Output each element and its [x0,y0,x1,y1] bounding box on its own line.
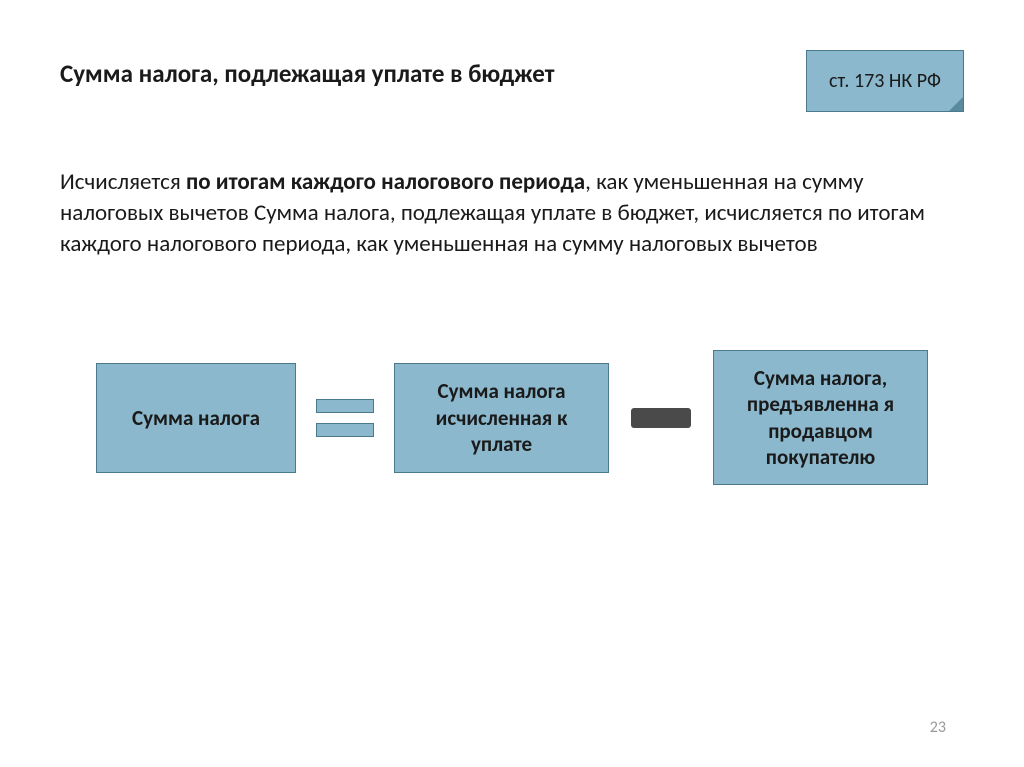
minus-icon [631,408,691,428]
equals-bar-top [316,399,374,413]
equals-bar-bottom [316,423,374,437]
slide-title: Сумма налога, подлежащая уплате в бюджет [60,50,554,91]
equation-box-operand2: Сумма налога, предъявленна я продавцом п… [713,350,928,485]
equation-box-result: Сумма налога [96,363,296,473]
reference-tag: ст. 173 НК РФ [806,50,964,112]
equation-box-operand1: Сумма налога исчисленная к уплате [394,363,609,473]
page-number: 23 [930,718,946,737]
description-bold: по итогам каждого налогового периода [186,168,585,196]
description-paragraph: Исчисляется по итогам каждого налогового… [60,167,960,260]
slide-container: Сумма налога, подлежащая уплате в бюджет… [0,0,1024,767]
equals-icon [310,399,380,437]
description-prefix: Исчисляется [60,168,186,196]
equation-row: Сумма налога Сумма налога исчисленная к … [60,350,964,485]
header-row: Сумма налога, подлежащая уплате в бюджет… [60,50,964,112]
